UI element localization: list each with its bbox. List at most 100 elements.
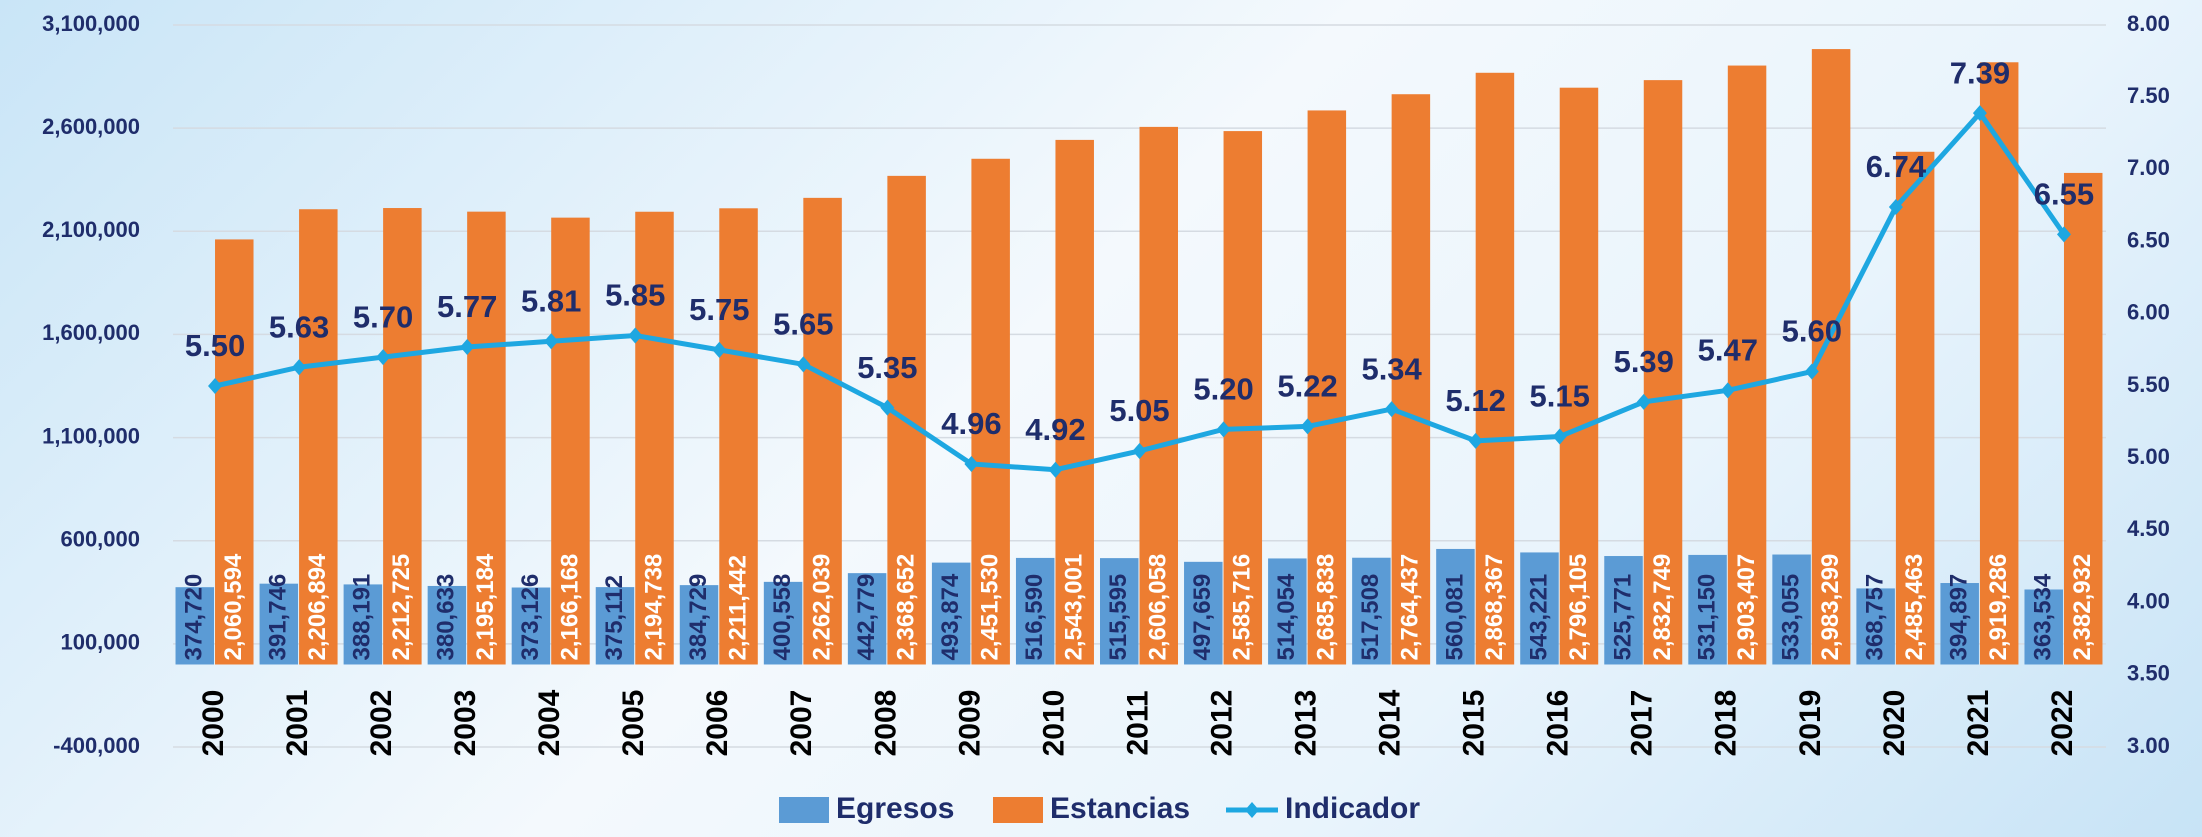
bar-value-label: 516,590 (1021, 574, 1048, 661)
line-marker (1384, 401, 1399, 418)
x-tick-label: 2017 (1626, 690, 1659, 757)
legend-swatch (993, 797, 1043, 823)
bar-value-label: 380,633 (433, 574, 460, 661)
line-marker (1720, 382, 1735, 399)
bar-value-label: 2,606,058 (1145, 554, 1172, 661)
line-marker (1636, 393, 1651, 410)
bar (1184, 561, 1223, 665)
bar-value-label: 2,262,039 (808, 554, 835, 661)
bar (1139, 126, 1179, 665)
bar-value-label: 374,720 (181, 574, 208, 661)
bar-value-label: 373,126 (517, 574, 544, 661)
line-value-label: 6.55 (2034, 177, 2094, 212)
line-value-label: 5.77 (437, 289, 497, 324)
x-tick-label: 2018 (1710, 690, 1743, 757)
x-tick-label: 2010 (1037, 690, 1070, 757)
x-tick-label: 2013 (1290, 690, 1323, 757)
bar (1772, 554, 1811, 665)
line-value-label: 4.96 (941, 406, 1001, 441)
bar-value-label: 2,211,442 (724, 555, 751, 660)
bar (1559, 87, 1599, 665)
bar (1099, 558, 1139, 665)
bar-value-label: 2,206,894 (304, 553, 331, 660)
line-value-label: 7.39 (1950, 55, 2010, 90)
x-tick-label: 2006 (701, 690, 734, 757)
line-value-label: 5.47 (1698, 333, 1758, 368)
y-tick-label: 600,000 (60, 527, 140, 552)
x-tick-label: 2002 (365, 690, 398, 757)
line-value-label: 5.39 (1614, 344, 1674, 379)
line-value-label: 5.85 (605, 278, 665, 313)
y2-tick-label: 5.50 (2127, 372, 2170, 397)
bar-value-label: 2,060,594 (220, 553, 247, 660)
bar-value-label: 2,764,437 (1397, 554, 1424, 661)
y-tick-label: 2,600,000 (42, 114, 140, 139)
bar (1268, 558, 1307, 665)
line-value-label: 5.22 (1277, 369, 1337, 404)
bar (847, 573, 887, 665)
bar (1940, 583, 1979, 665)
x-tick-label: 2014 (1374, 689, 1407, 756)
line-marker (628, 327, 643, 344)
bar (1436, 548, 1475, 665)
bar-value-label: 2,868,367 (1481, 554, 1508, 661)
bar (1643, 80, 1683, 665)
bar (1475, 72, 1515, 665)
y-tick-label: 3,100,000 (42, 11, 140, 36)
bar (1895, 151, 1935, 665)
line-value-label: 5.20 (1193, 372, 1253, 407)
bar (1015, 557, 1055, 665)
bar-value-label: 2,585,716 (1229, 554, 1256, 661)
line-value-label: 6.74 (1866, 149, 1927, 184)
bar-value-label: 368,757 (1861, 574, 1888, 661)
line-marker (964, 455, 979, 472)
bar (1856, 588, 1895, 665)
bar-value-label: 2,368,652 (892, 554, 919, 661)
y-tick-label: 1,100,000 (42, 423, 140, 448)
line-marker (460, 339, 475, 356)
bar-value-label: 375,112 (601, 575, 628, 660)
bar-value-label: 2,485,463 (1901, 554, 1928, 661)
x-tick-label: 2008 (869, 690, 902, 757)
line-value-label: 5.63 (269, 309, 329, 344)
bar-value-label: 525,771 (1609, 574, 1636, 661)
bar-value-label: 493,874 (937, 573, 964, 660)
bar-value-label: 384,729 (685, 574, 712, 661)
line-value-label: 5.50 (185, 328, 245, 363)
bar-value-label: 2,212,725 (388, 554, 415, 661)
bar-value-label: 543,221 (1525, 574, 1552, 661)
line-marker (1804, 363, 1819, 380)
line-marker (1216, 421, 1231, 438)
y2-tick-label: 6.00 (2127, 300, 2170, 325)
bar (299, 209, 338, 665)
x-tick-label: 2001 (281, 690, 314, 757)
bar-value-label: 2,919,286 (1985, 554, 2012, 661)
line-marker (544, 333, 559, 350)
bar-value-label: 533,055 (1777, 574, 1804, 661)
bar (551, 217, 590, 665)
line-value-label: 5.34 (1361, 351, 1422, 386)
line-marker (376, 349, 391, 366)
y2-tick-label: 3.00 (2127, 733, 2170, 758)
bar (2063, 172, 2103, 665)
bar-value-label: 2,903,407 (1733, 554, 1760, 661)
y2-tick-label: 4.50 (2127, 516, 2170, 541)
bar-value-label: 2,983,299 (1817, 554, 1844, 661)
y2-tick-label: 7.50 (2127, 83, 2170, 108)
x-tick-label: 2004 (533, 689, 566, 756)
bar (467, 211, 506, 665)
line-marker (1888, 198, 1903, 215)
x-tick-label: 2016 (1542, 690, 1575, 757)
line-marker (208, 378, 223, 394)
bar (803, 197, 842, 665)
line-value-label: 4.92 (1025, 412, 1085, 447)
bar (1307, 110, 1347, 665)
bar (971, 158, 1010, 665)
bar-value-label: 363,534 (2030, 573, 2057, 660)
legend-marker (1245, 802, 1259, 818)
line-value-label: 5.15 (1530, 379, 1590, 414)
line-marker (712, 341, 727, 358)
y-tick-label: 1,600,000 (42, 320, 140, 345)
line-marker (1048, 461, 1063, 478)
